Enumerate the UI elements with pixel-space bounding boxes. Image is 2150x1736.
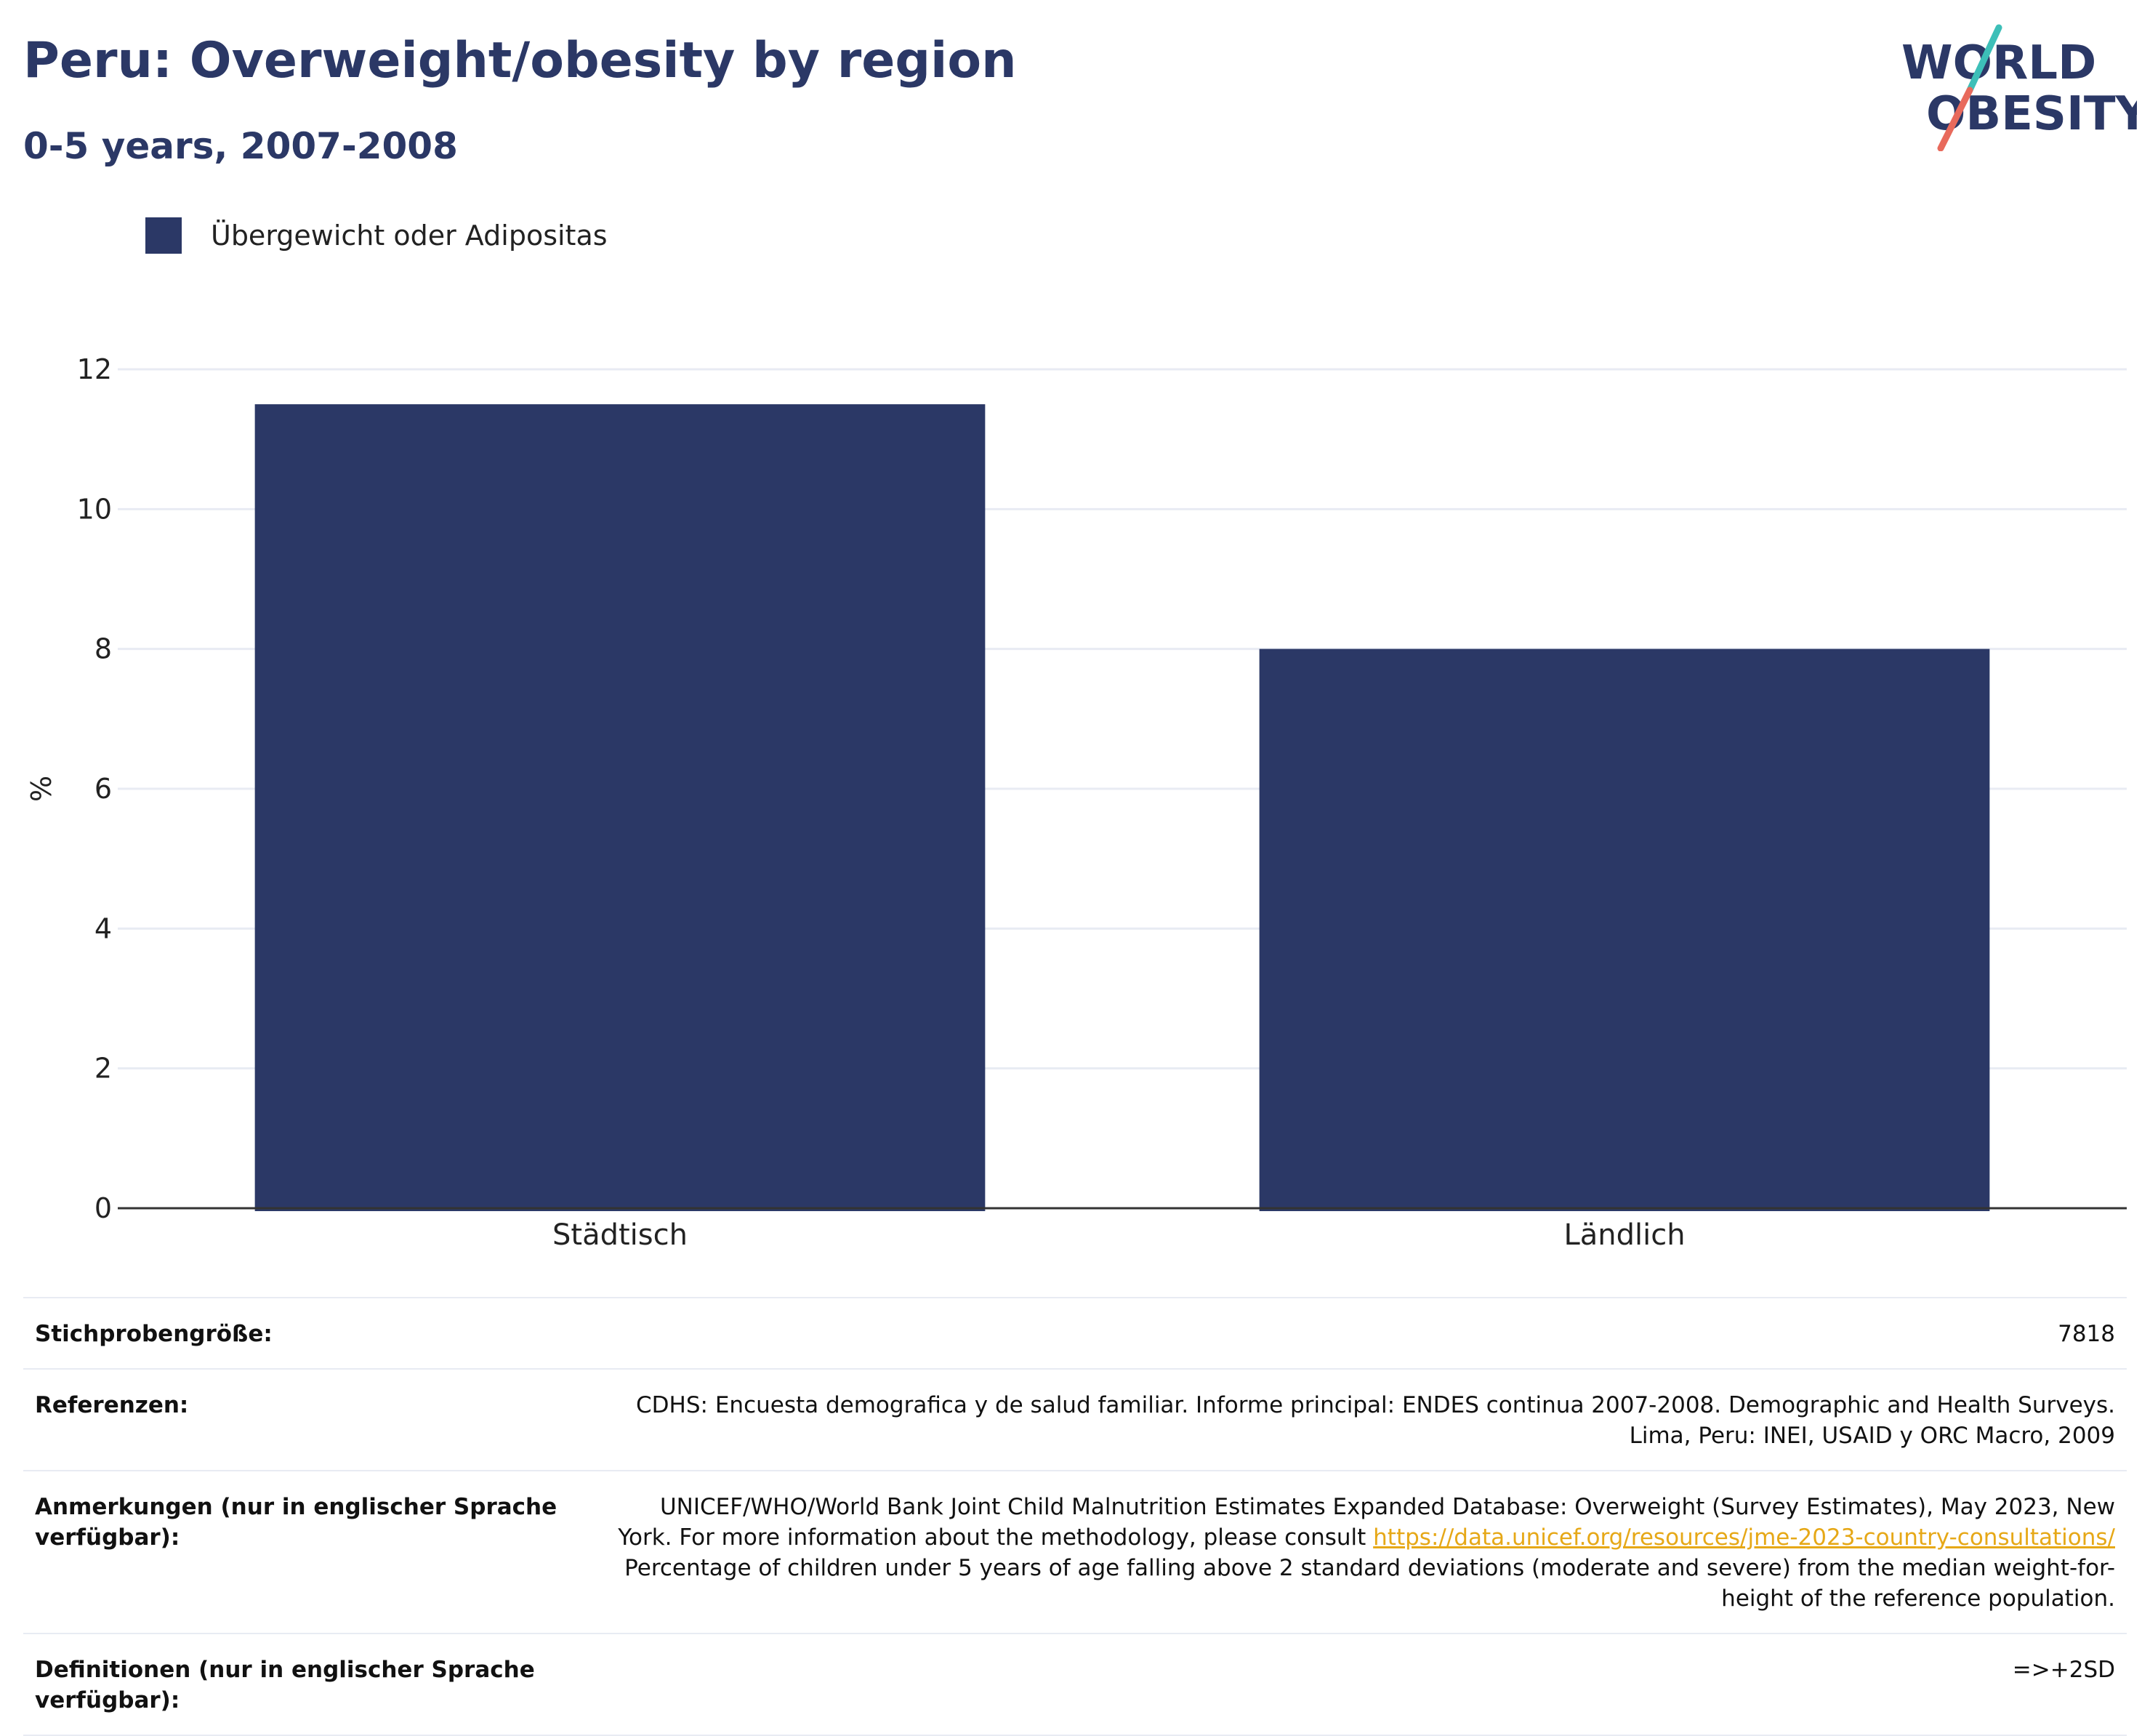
- info-row-references: Referenzen: CDHS: Encuesta demografica y…: [23, 1368, 2127, 1470]
- bar-0[interactable]: [254, 404, 986, 1212]
- sample-size-value: 7818: [2058, 1321, 2115, 1347]
- definitions-label: Definitionen (nur in englischer Sprache …: [35, 1657, 535, 1713]
- y-tick-label: 4: [94, 912, 112, 944]
- y-tick-label: 10: [77, 493, 112, 525]
- y-axis-label: %: [25, 776, 57, 802]
- x-axis-labels: Städtisch Ländlich: [552, 1218, 1686, 1252]
- x-category-label: Ländlich: [1563, 1218, 1685, 1252]
- page-subtitle: 0-5 years, 2007-2008: [23, 125, 458, 167]
- logo-slash-bottom: [1937, 87, 1973, 151]
- bars: [254, 404, 1990, 1212]
- legend-label: Übergewicht oder Adipositas: [211, 220, 608, 252]
- references-value: CDHS: Encuesta demografica y de salud fa…: [636, 1390, 2115, 1451]
- references-label: Referenzen:: [35, 1392, 189, 1418]
- logo-slash-top: [1966, 24, 2002, 94]
- y-tick-label: 12: [77, 353, 112, 385]
- info-table: Stichprobengröße: 7818 Referenzen: CDHS:…: [23, 1297, 2127, 1736]
- world-obesity-logo: WORLD OBESITY: [1901, 24, 2137, 151]
- notes-link[interactable]: https://data.unicef.org/resources/jme-20…: [1373, 1524, 2115, 1551]
- notes-text-after: Percentage of children under 5 years of …: [624, 1555, 2115, 1612]
- y-tick-label: 8: [94, 633, 112, 665]
- notes-label: Anmerkungen (nur in englischer Sprache v…: [35, 1494, 557, 1551]
- references-line-2: Lima, Peru: INEI, USAID y ORC Macro, 200…: [1629, 1423, 2115, 1449]
- logo-text-world: WORLD: [1901, 36, 2096, 90]
- y-axis-ticks: 0 2 4 6 8 10 12: [77, 353, 112, 1224]
- y-tick-label: 6: [94, 773, 112, 805]
- y-tick-label: 2: [94, 1053, 112, 1085]
- bar-chart: 0 2 4 6 8 10 12 % Städtisch Ländlich: [25, 353, 2127, 1252]
- x-category-label: Städtisch: [552, 1218, 688, 1252]
- sample-size-label: Stichprobengröße:: [35, 1321, 273, 1347]
- notes-value: UNICEF/WHO/World Bank Joint Child Malnut…: [603, 1492, 2115, 1614]
- info-row-definitions: Definitionen (nur in englischer Sprache …: [23, 1633, 2127, 1736]
- chart-legend[interactable]: Übergewicht oder Adipositas: [145, 217, 608, 254]
- bar-1[interactable]: [1259, 648, 1990, 1211]
- references-line-1: CDHS: Encuesta demografica y de salud fa…: [636, 1392, 2115, 1418]
- page-title: Peru: Overweight/obesity by region: [23, 32, 1017, 89]
- y-tick-label: 0: [94, 1192, 112, 1224]
- legend-swatch: [145, 217, 182, 254]
- info-row-notes: Anmerkungen (nur in englischer Sprache v…: [23, 1470, 2127, 1633]
- notes-text-before: UNICEF/WHO/World Bank Joint Child Malnut…: [618, 1494, 2115, 1551]
- definitions-value: =>+2SD: [2012, 1657, 2115, 1683]
- info-row-sample-size: Stichprobengröße: 7818: [23, 1297, 2127, 1368]
